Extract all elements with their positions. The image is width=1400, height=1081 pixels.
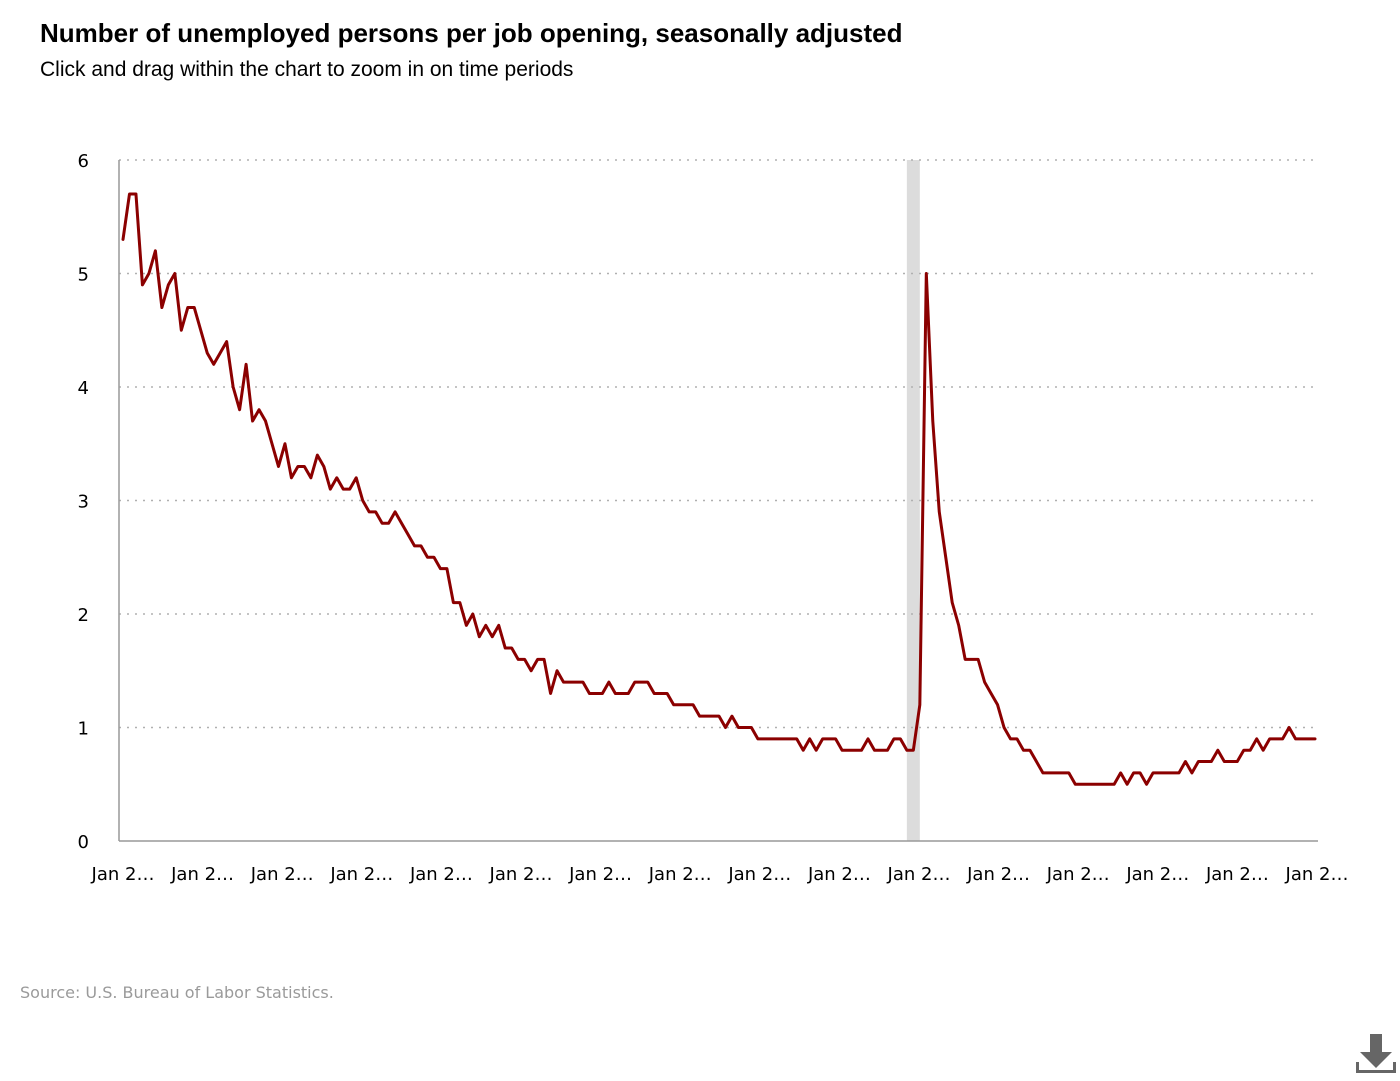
y-tick-label: 2 (78, 605, 89, 626)
x-tick-label: Jan 2… (1125, 864, 1189, 885)
recession-band (906, 160, 920, 841)
chart-subtitle: Click and drag within the chart to zoom … (40, 58, 574, 81)
x-tick-label: Jan 2… (887, 864, 951, 885)
x-tick-label: Jan 2… (1205, 864, 1269, 885)
x-tick-label: Jan 2… (409, 864, 473, 885)
download-button[interactable] (1356, 1032, 1396, 1076)
y-tick-label: 4 (78, 378, 89, 399)
y-tick-label: 1 (78, 719, 89, 740)
y-tick-label: 0 (78, 832, 89, 853)
x-tick-label: Jan 2… (648, 864, 712, 885)
x-tick-label: Jan 2… (329, 864, 393, 885)
x-tick-label: Jan 2… (489, 864, 553, 885)
x-tick-label: Jan 2… (568, 864, 632, 885)
x-tick-label: Jan 2… (807, 864, 871, 885)
y-tick-label: 3 (78, 492, 89, 513)
x-tick-label: Jan 2… (91, 864, 155, 885)
x-tick-label: Jan 2… (966, 864, 1030, 885)
x-tick-label: Jan 2… (1285, 864, 1349, 885)
y-tick-label: 6 (78, 151, 89, 172)
x-tick-label: Jan 2… (727, 864, 791, 885)
series-line (121, 192, 1317, 786)
download-icon (1356, 1034, 1396, 1073)
x-tick-label: Jan 2… (1046, 864, 1110, 885)
source-note: Source: U.S. Bureau of Labor Statistics. (20, 983, 334, 1002)
x-tick-label: Jan 2… (170, 864, 234, 885)
chart-title: Number of unemployed persons per job ope… (40, 18, 903, 48)
y-tick-label: 5 (78, 265, 89, 286)
chart-plot-area[interactable]: 0 1 2 3 4 5 6 Jan 2… Jan 2… Jan 2… Jan 2… Jan 2… Jan… (0, 0, 1400, 940)
x-tick-label: Jan 2… (250, 864, 314, 885)
